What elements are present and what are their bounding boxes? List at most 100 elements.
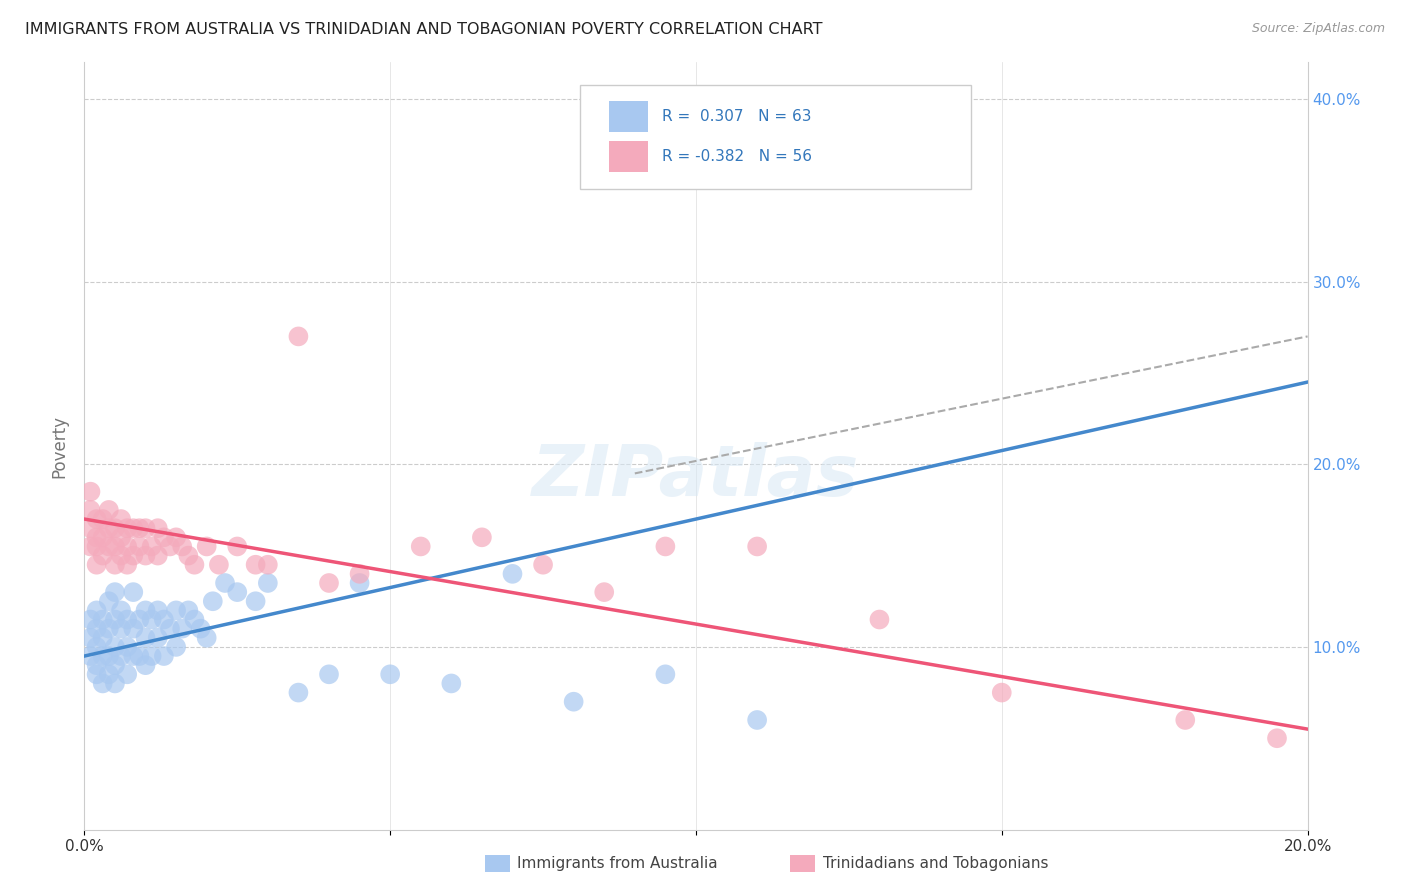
Point [86,512,108,526]
Point [214,576,236,591]
Point [318,576,340,591]
Point [91,530,114,544]
Point [104,658,127,673]
Point [115,613,138,627]
Point [190,622,212,636]
Point [79,503,101,517]
Point [146,603,169,617]
Point [128,521,150,535]
Point [104,613,127,627]
Point [257,576,280,591]
Point [177,549,200,563]
Point [153,648,176,663]
Point [122,622,145,636]
Point [135,631,157,645]
Point [1265,731,1288,746]
Point [128,648,150,663]
Text: Source: ZipAtlas.com: Source: ZipAtlas.com [1251,22,1385,36]
Point [593,585,616,599]
Point [177,603,200,617]
Point [128,613,150,627]
Point [318,667,340,681]
Point [165,603,187,617]
Point [747,540,769,554]
Point [146,631,169,645]
Point [110,648,132,663]
Point [153,613,176,627]
Point [183,558,205,572]
Point [245,558,267,572]
Point [409,540,432,554]
Point [104,521,127,535]
Point [104,540,127,554]
Point [440,676,463,690]
Point [287,329,309,343]
Point [104,676,127,690]
Point [747,713,769,727]
Point [110,530,132,544]
Point [226,585,249,599]
Point [91,631,114,645]
Point [97,594,120,608]
Point [115,540,138,554]
Point [86,530,108,544]
Text: R =  0.307   N = 63: R = 0.307 N = 63 [662,109,811,124]
Point [159,622,181,636]
Text: ZIPatlas: ZIPatlas [533,442,859,511]
Point [110,622,132,636]
Point [869,613,891,627]
Point [91,549,114,563]
Point [97,521,120,535]
FancyBboxPatch shape [579,86,972,189]
Point [471,530,494,544]
Point [1174,713,1197,727]
Point [172,540,194,554]
Point [104,640,127,654]
Point [153,530,176,544]
Point [165,530,187,544]
Point [79,540,101,554]
Point [91,648,114,663]
Point [91,613,114,627]
Point [122,521,145,535]
Y-axis label: Poverty: Poverty [51,415,69,477]
Point [201,594,224,608]
Text: R = -0.382   N = 56: R = -0.382 N = 56 [662,149,811,164]
Point [257,558,280,572]
Point [135,658,157,673]
Point [159,540,181,554]
Point [86,640,108,654]
Point [245,594,267,608]
Point [97,540,120,554]
Point [128,540,150,554]
Point [115,558,138,572]
Point [172,622,194,636]
Point [654,667,676,681]
Point [91,676,114,690]
Point [562,695,585,709]
Point [86,667,108,681]
Point [86,558,108,572]
Point [115,640,138,654]
Point [115,521,138,535]
Point [79,521,101,535]
Point [97,503,120,517]
Point [502,566,524,581]
Point [380,667,402,681]
Point [86,603,108,617]
Point [287,685,309,699]
Point [110,512,132,526]
Point [135,549,157,563]
Point [146,521,169,535]
Point [141,648,163,663]
Point [195,540,218,554]
Point [104,558,127,572]
Point [141,540,163,554]
Text: Immigrants from Australia: Immigrants from Australia [517,856,718,871]
FancyBboxPatch shape [609,101,648,132]
Point [115,667,138,681]
Point [79,484,101,499]
Point [79,648,101,663]
Point [110,603,132,617]
Point [135,603,157,617]
